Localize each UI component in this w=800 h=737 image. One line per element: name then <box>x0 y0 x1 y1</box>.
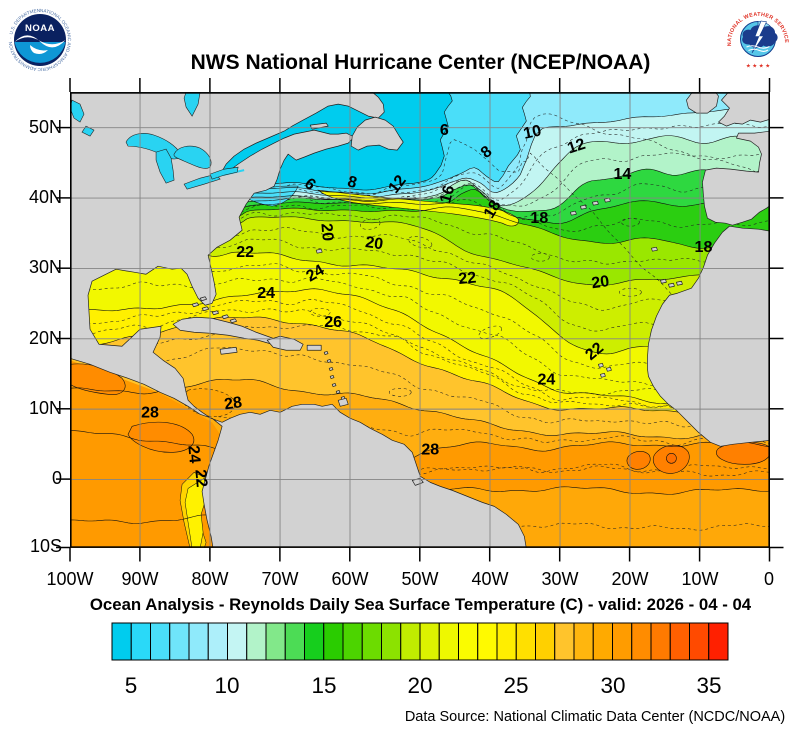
svg-text:6: 6 <box>440 122 449 139</box>
svg-text:★ ★ ★ ★: ★ ★ ★ ★ <box>746 63 770 70</box>
svg-text:16: 16 <box>437 183 458 205</box>
svg-text:18: 18 <box>530 210 548 227</box>
svg-text:12: 12 <box>565 136 587 158</box>
svg-text:18: 18 <box>695 239 713 256</box>
svg-text:14: 14 <box>613 166 631 183</box>
svg-text:28: 28 <box>421 441 439 458</box>
svg-text:26: 26 <box>324 314 342 331</box>
svg-text:20: 20 <box>590 273 610 292</box>
svg-text:24: 24 <box>184 445 202 464</box>
svg-text:28: 28 <box>223 394 243 413</box>
svg-text:22: 22 <box>191 469 209 488</box>
svg-text:24: 24 <box>303 262 327 286</box>
svg-text:20: 20 <box>364 234 384 253</box>
svg-text:20: 20 <box>317 223 335 242</box>
svg-text:24: 24 <box>537 371 555 388</box>
svg-text:22: 22 <box>458 269 477 287</box>
svg-text:8: 8 <box>346 173 359 192</box>
svg-text:24: 24 <box>257 285 275 302</box>
svg-text:22: 22 <box>236 244 254 261</box>
svg-text:18: 18 <box>481 197 505 221</box>
svg-text:10: 10 <box>522 122 543 142</box>
svg-text:28: 28 <box>141 404 159 421</box>
svg-text:NOAA: NOAA <box>25 23 55 34</box>
